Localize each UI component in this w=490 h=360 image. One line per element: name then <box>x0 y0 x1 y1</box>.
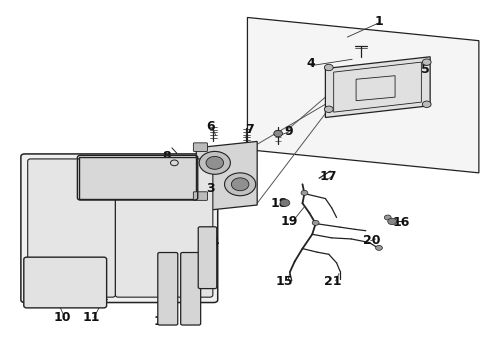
Circle shape <box>388 218 396 225</box>
Text: 2: 2 <box>133 181 142 194</box>
Circle shape <box>384 215 391 220</box>
FancyBboxPatch shape <box>28 159 116 297</box>
Circle shape <box>231 178 249 191</box>
Text: 17: 17 <box>319 170 337 183</box>
Polygon shape <box>196 141 257 211</box>
Circle shape <box>422 59 431 65</box>
Circle shape <box>375 246 382 250</box>
Text: 1: 1 <box>375 14 383 27</box>
Text: 7: 7 <box>245 123 254 136</box>
Text: 9: 9 <box>285 125 293 138</box>
Circle shape <box>206 157 223 169</box>
Circle shape <box>422 101 431 108</box>
Text: 10: 10 <box>53 311 71 324</box>
Circle shape <box>199 152 230 174</box>
Circle shape <box>324 64 333 71</box>
Text: 12: 12 <box>180 315 198 328</box>
Text: 20: 20 <box>363 234 380 247</box>
Polygon shape <box>247 18 479 173</box>
Text: 19: 19 <box>280 215 297 228</box>
Text: 5: 5 <box>421 63 430 76</box>
FancyBboxPatch shape <box>181 252 201 325</box>
FancyBboxPatch shape <box>198 227 217 289</box>
FancyBboxPatch shape <box>194 192 207 201</box>
Text: 4: 4 <box>306 57 315 71</box>
Circle shape <box>274 130 283 137</box>
Text: 14: 14 <box>202 236 220 249</box>
Text: 21: 21 <box>324 275 342 288</box>
FancyBboxPatch shape <box>24 257 107 308</box>
FancyBboxPatch shape <box>116 159 213 297</box>
FancyBboxPatch shape <box>194 143 207 152</box>
Circle shape <box>324 106 333 112</box>
Text: 16: 16 <box>392 216 410 229</box>
Text: 18: 18 <box>270 197 288 210</box>
Circle shape <box>280 199 290 206</box>
Text: 13: 13 <box>153 315 171 328</box>
Text: 11: 11 <box>83 311 100 324</box>
Polygon shape <box>325 57 430 117</box>
FancyBboxPatch shape <box>158 252 178 325</box>
FancyBboxPatch shape <box>21 154 218 302</box>
Text: 6: 6 <box>207 120 215 133</box>
Circle shape <box>312 220 319 225</box>
Text: 8: 8 <box>163 150 172 163</box>
Circle shape <box>224 173 256 196</box>
Text: 3: 3 <box>207 183 215 195</box>
Text: 15: 15 <box>275 275 293 288</box>
Circle shape <box>301 190 308 195</box>
Polygon shape <box>79 157 196 199</box>
